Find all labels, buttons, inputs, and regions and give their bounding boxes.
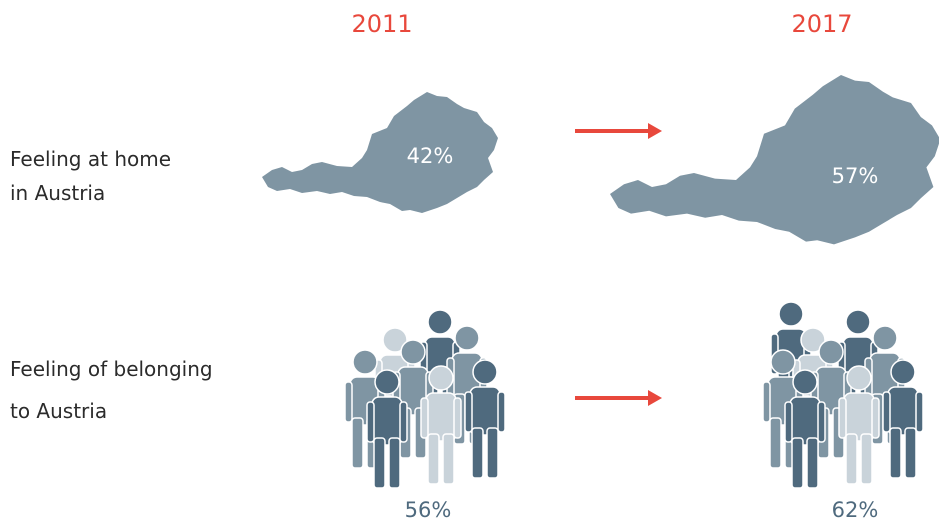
year-label: 2017	[791, 10, 852, 38]
row-label: Feeling of belonging	[10, 357, 213, 381]
row-label: to Austria	[10, 399, 107, 423]
people-value: 62%	[832, 498, 879, 522]
people-value: 56%	[405, 498, 452, 522]
map-austria	[610, 75, 939, 245]
row-label: Feeling at home	[10, 147, 171, 171]
people-icons	[345, 310, 505, 488]
arrow	[575, 390, 662, 406]
year-label: 2011	[351, 10, 412, 38]
map-austria	[262, 92, 498, 213]
map-value: 42%	[407, 144, 454, 168]
map-value: 57%	[832, 164, 879, 188]
people-icons	[763, 301, 923, 488]
row-label: in Austria	[10, 181, 105, 205]
arrow	[575, 123, 662, 139]
